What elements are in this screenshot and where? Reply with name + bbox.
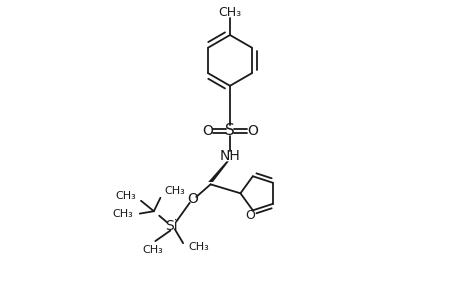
Text: CH₃: CH₃ bbox=[188, 242, 208, 252]
Text: CH₃: CH₃ bbox=[112, 209, 133, 219]
Text: O: O bbox=[246, 124, 257, 138]
Text: O: O bbox=[202, 124, 213, 138]
Text: CH₃: CH₃ bbox=[115, 191, 136, 201]
Text: CH₃: CH₃ bbox=[164, 186, 185, 196]
Text: S: S bbox=[224, 123, 235, 138]
Text: O: O bbox=[244, 209, 254, 222]
Polygon shape bbox=[208, 161, 228, 182]
Text: O: O bbox=[187, 192, 198, 206]
Text: NH: NH bbox=[219, 149, 240, 163]
Text: CH₃: CH₃ bbox=[142, 245, 162, 255]
Text: Si: Si bbox=[165, 219, 178, 233]
Text: CH₃: CH₃ bbox=[218, 6, 241, 19]
